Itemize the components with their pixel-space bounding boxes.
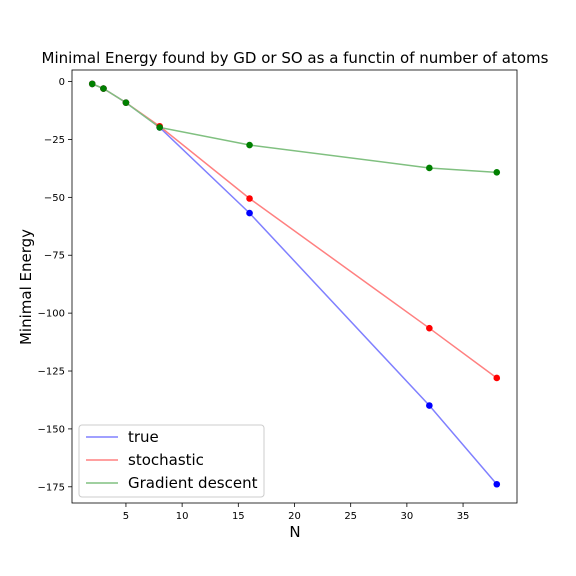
x-tick-label: 15 <box>232 511 245 522</box>
series-2-point <box>88 80 96 88</box>
series-1-point <box>246 195 253 202</box>
series-layer <box>88 80 501 488</box>
y-tick-label: −175 <box>38 482 65 493</box>
series-2-point <box>100 85 107 92</box>
x-tick-label: 10 <box>176 511 189 522</box>
x-tick-label: 30 <box>401 511 414 522</box>
legend-label: stochastic <box>128 451 204 469</box>
series-2-point <box>246 141 253 149</box>
series-0-point <box>493 480 501 488</box>
y-tick-label: −125 <box>38 367 65 378</box>
series-2-point <box>156 124 163 131</box>
x-tick-label: 5 <box>123 511 129 522</box>
x-tick-label: 25 <box>344 511 357 522</box>
x-axis: 5 10 15 20 25 30 35 <box>123 503 470 522</box>
legend-box <box>78 424 265 498</box>
series-0-point <box>246 209 253 217</box>
y-tick-label: −50 <box>44 193 65 204</box>
series-2-point <box>426 164 433 172</box>
series-2-point <box>493 169 501 176</box>
series-1-point <box>493 374 501 382</box>
x-tick-label: 35 <box>457 511 470 522</box>
series-2-point <box>122 99 130 106</box>
chart-title: Minimal Energy found by GD or SO as a fu… <box>42 49 549 67</box>
y-axis-label: Minimal Energy <box>17 229 35 345</box>
legend: true stochastic Gradient descent <box>78 424 265 498</box>
y-axis: 0 −25 −50 −75 −100 −125 −150 −175 <box>38 77 72 493</box>
y-tick-label: 0 <box>59 77 65 88</box>
x-axis-label: N <box>289 523 300 541</box>
y-tick-label: −75 <box>44 251 65 262</box>
series-1-point <box>426 324 433 332</box>
legend-label: true <box>128 428 159 446</box>
x-tick-label: 20 <box>288 511 301 522</box>
series-0-point <box>426 402 433 409</box>
y-tick-label: −25 <box>44 135 65 146</box>
y-tick-label: −100 <box>38 309 65 320</box>
legend-label: Gradient descent <box>128 474 258 492</box>
y-tick-label: −150 <box>38 424 65 435</box>
